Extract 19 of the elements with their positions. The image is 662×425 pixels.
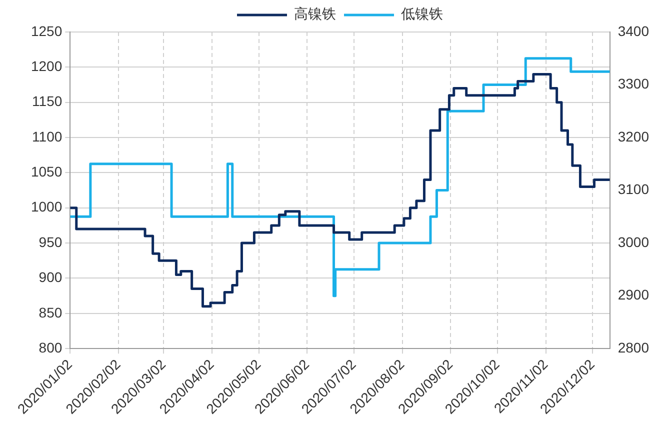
y-tick-label: 1150 (32, 93, 62, 110)
y2-tick-label: 2800 (618, 339, 650, 356)
legend-label: 低镍铁 (401, 6, 443, 23)
y-tick-label: 1250 (30, 22, 62, 39)
y-tick-label: 800 (38, 339, 62, 356)
y2-tick-label: 3400 (618, 22, 650, 39)
y2-tick-label: 3200 (618, 128, 650, 144)
y-tick-label: 1200 (30, 58, 62, 74)
y2-tick-label: 2900 (618, 286, 650, 303)
y-tick-label: 1050 (30, 164, 62, 180)
legend-label: 高镍铁 (294, 6, 336, 23)
y2-tick-label: 3300 (618, 76, 650, 92)
y-tick-label: 900 (38, 269, 62, 286)
y-tick-label: 950 (38, 234, 62, 250)
y-tick-label: 850 (38, 304, 62, 320)
y2-tick-label: 3100 (618, 181, 650, 198)
y-tick-label: 1100 (32, 128, 62, 144)
y2-tick-label: 3000 (618, 234, 650, 250)
y-tick-label: 1000 (30, 198, 62, 215)
